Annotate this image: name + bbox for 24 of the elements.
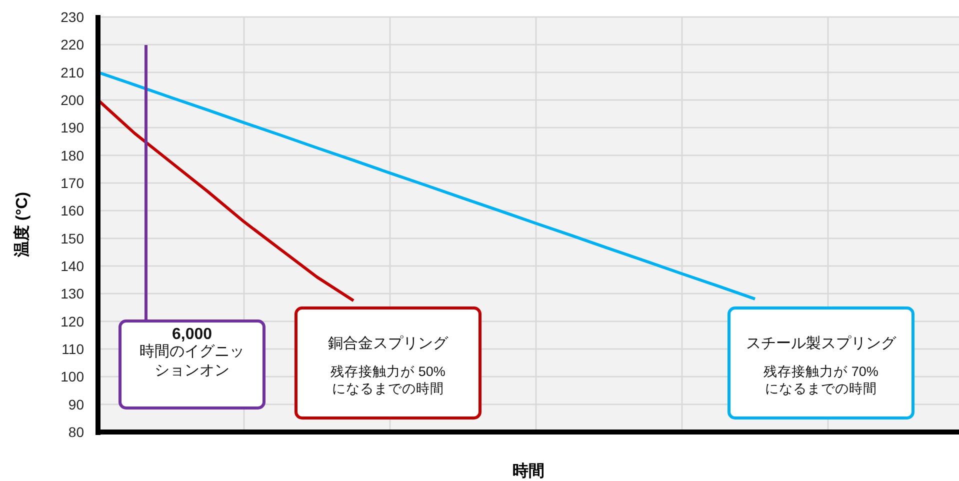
y-tick-label: 80 — [68, 424, 84, 440]
y-tick-label: 200 — [60, 92, 84, 108]
y-tick-label: 220 — [60, 36, 84, 53]
y-tick-label: 170 — [60, 175, 84, 191]
x-axis-title: 時間 — [512, 462, 544, 480]
annotation: 銅合金スプリング — [328, 335, 449, 352]
y-tick-label: 140 — [60, 258, 84, 274]
annotation: 6,000 — [172, 326, 212, 343]
y-tick-label: 120 — [60, 313, 84, 330]
y-tick-label: 190 — [60, 120, 84, 136]
y-tick-label: 90 — [68, 396, 84, 412]
y-tick-label: 100 — [60, 368, 84, 385]
annotation: スチール製スプリング — [746, 335, 897, 352]
annotation: 時間のイグニッションオン — [138, 343, 246, 380]
y-tick-label: 230 — [60, 9, 84, 25]
y-tick-label: 150 — [60, 230, 84, 246]
y-tick-label: 130 — [60, 286, 84, 302]
y-tick-label: 110 — [62, 341, 84, 357]
y-axis-title: 温度 (°C) — [12, 192, 31, 258]
y-tick-label: 210 — [60, 64, 84, 80]
annotation: 残存接触力が 50%になるまでの時間 — [330, 364, 446, 398]
annotation: 残存接触力が 70%になるまでの時間 — [762, 364, 880, 398]
y-tick-label: 160 — [60, 202, 84, 219]
y-tick-label: 180 — [60, 147, 84, 164]
